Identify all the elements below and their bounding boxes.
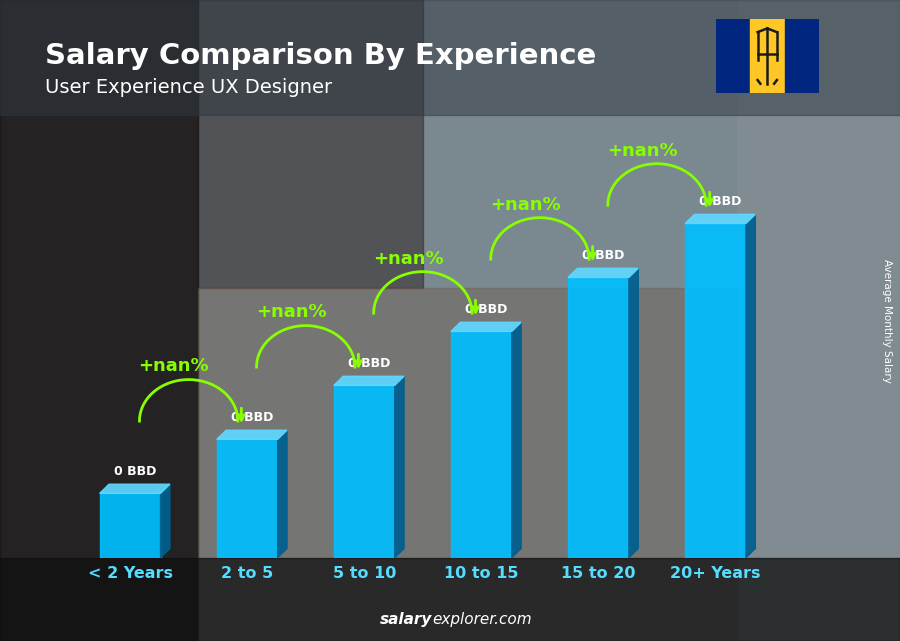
Text: +nan%: +nan% [490, 196, 561, 213]
Bar [198, 288, 738, 641]
Polygon shape [629, 269, 638, 558]
Bar [0, 0, 900, 115]
Text: 0 BBD: 0 BBD [582, 249, 625, 262]
Bar [785, 19, 819, 93]
Text: 0 BBD: 0 BBD [465, 303, 508, 316]
Text: +nan%: +nan% [607, 142, 678, 160]
Text: Salary Comparison By Experience: Salary Comparison By Experience [45, 42, 596, 70]
Bar [750, 19, 785, 93]
Bar [0, 0, 198, 641]
Bar [198, 0, 423, 288]
Text: 0 BBD: 0 BBD [347, 357, 390, 370]
Polygon shape [685, 214, 755, 224]
Text: 0 BBD: 0 BBD [230, 411, 273, 424]
Bar [334, 385, 395, 558]
Text: salary: salary [380, 612, 432, 627]
Polygon shape [512, 322, 521, 558]
Bar [685, 224, 746, 558]
Polygon shape [160, 484, 170, 558]
Bar [738, 0, 900, 641]
Text: +nan%: +nan% [256, 303, 327, 322]
Text: User Experience UX Designer: User Experience UX Designer [45, 78, 332, 97]
Bar [568, 278, 629, 558]
Text: explorer.com: explorer.com [432, 612, 532, 627]
Polygon shape [217, 430, 287, 439]
Text: 0 BBD: 0 BBD [113, 465, 156, 478]
Polygon shape [100, 484, 170, 494]
Bar [716, 19, 750, 93]
Bar [451, 331, 512, 558]
Polygon shape [277, 430, 287, 558]
Text: Average Monthly Salary: Average Monthly Salary [881, 258, 892, 383]
Polygon shape [451, 322, 521, 331]
Text: +nan%: +nan% [139, 358, 209, 376]
Polygon shape [568, 269, 638, 278]
Bar [100, 494, 160, 558]
Polygon shape [746, 214, 755, 558]
Text: 0 BBD: 0 BBD [699, 195, 742, 208]
Bar [0, 558, 900, 641]
Bar [217, 439, 277, 558]
Polygon shape [334, 376, 404, 385]
Text: +nan%: +nan% [373, 249, 444, 267]
Polygon shape [395, 376, 404, 558]
